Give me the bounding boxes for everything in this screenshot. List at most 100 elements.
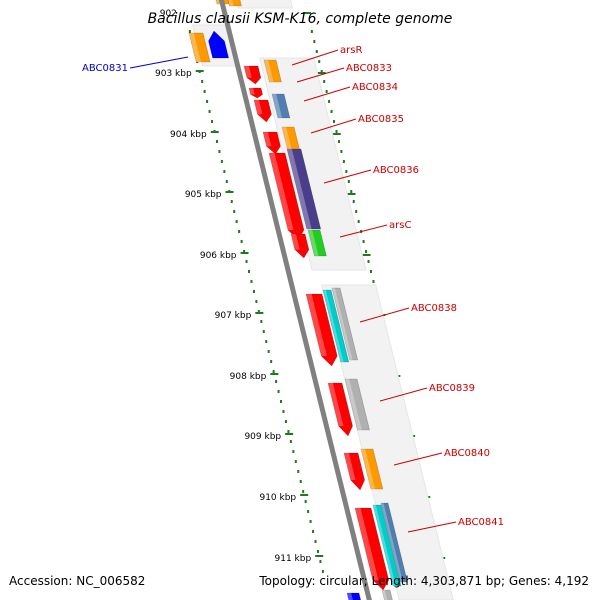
- gene-labels: arsR ABC0833 ABC0834 ABC0835 ABC0836 arsC ABC0…: [82, 45, 504, 533]
- kbp-label: 909 kbp: [244, 432, 281, 442]
- tick-dot: [233, 210, 236, 213]
- tick-dot: [243, 250, 246, 253]
- tick-dot: [369, 270, 372, 273]
- gene-leader-line: [296, 67, 345, 83]
- gene-green: [307, 229, 327, 257]
- tick-dot: [255, 300, 258, 303]
- tick-dot: [337, 140, 340, 143]
- kbp-label: 907 kbp: [215, 311, 252, 321]
- genome-backbone: [218, 0, 372, 600]
- feature-band: [321, 284, 454, 600]
- genome-title: Bacillus clausii KSM-K16, complete genom…: [148, 11, 453, 27]
- gene-leader-line: [393, 452, 443, 466]
- tick-dot: [362, 240, 365, 243]
- accession-text: Accession: NC_006582: [9, 574, 146, 588]
- tick-dot: [257, 310, 260, 313]
- tick-dot: [372, 280, 375, 283]
- gene-leader-line: [379, 387, 428, 402]
- gene-steel: [271, 93, 291, 119]
- feature-bands: [188, 0, 454, 600]
- gene-leader-line: [359, 307, 410, 323]
- tick-dot: [260, 320, 263, 323]
- tick-dot: [347, 180, 350, 183]
- tick-dot: [240, 240, 243, 243]
- tick-dot: [282, 410, 285, 413]
- tick-dot: [299, 480, 302, 483]
- gene-orf: [327, 382, 353, 437]
- gene-label[interactable]: ABC0838: [411, 303, 457, 314]
- tick-dot: [330, 110, 333, 113]
- tick-dot: [203, 90, 206, 93]
- tick-dot: [230, 200, 233, 203]
- tick-dot: [307, 510, 310, 513]
- tick-dot: [272, 370, 275, 373]
- gene-orf: [305, 293, 338, 367]
- gene-grey: [331, 287, 359, 361]
- tick-dot: [267, 350, 270, 353]
- gene-label[interactable]: ABC0833: [346, 63, 392, 74]
- tick-dot: [208, 110, 211, 113]
- gene-purple: [286, 148, 322, 230]
- tick-dot: [250, 280, 253, 283]
- gene-orange: [188, 32, 211, 63]
- tick-dot: [312, 530, 315, 533]
- tick-dot: [309, 520, 312, 523]
- kbp-label: 902: [160, 9, 177, 19]
- gene-grey: [381, 589, 393, 600]
- tick-dot: [319, 560, 322, 563]
- gene-label[interactable]: ABC0841: [458, 517, 504, 528]
- tick-dot: [188, 30, 191, 33]
- gene-leader-line: [407, 521, 457, 533]
- gene-label[interactable]: arsC: [389, 220, 411, 231]
- tick-dot: [215, 140, 218, 143]
- gene-label[interactable]: ABC0835: [358, 114, 404, 125]
- tick-dot: [277, 390, 280, 393]
- gene-orf: [243, 65, 262, 85]
- tick-dot: [225, 180, 228, 183]
- tick-dot: [323, 80, 326, 83]
- tick-dot: [218, 150, 221, 153]
- gene-label[interactable]: ABC0831: [82, 63, 128, 74]
- tick-dot: [289, 440, 292, 443]
- gene-label[interactable]: ABC0840: [444, 448, 490, 459]
- gene-orf: [290, 233, 310, 259]
- gene-orf: [343, 452, 365, 491]
- tick-dot: [292, 450, 295, 453]
- gene-leader-line: [291, 49, 339, 66]
- gene-leader-line: [323, 169, 372, 184]
- gene-leader-line: [339, 224, 388, 238]
- tick-dot: [223, 170, 226, 173]
- tick-dot: [220, 160, 223, 163]
- tick-dot: [252, 290, 255, 293]
- tick-dot: [318, 60, 321, 63]
- tick-dot: [262, 330, 265, 333]
- tick-dot: [352, 200, 355, 203]
- gene-label[interactable]: arsR: [340, 45, 362, 56]
- kbp-label: 904 kbp: [170, 130, 207, 140]
- gene-label[interactable]: ABC0834: [352, 82, 398, 93]
- tick-dot: [314, 540, 317, 543]
- gene-leader-line: [310, 118, 357, 134]
- tick-dot: [342, 160, 345, 163]
- feature-band: [235, 0, 294, 9]
- gene-cyan: [372, 504, 402, 587]
- tick-dot: [275, 380, 278, 383]
- tick-dot: [206, 100, 209, 103]
- kbp-label: 906 kbp: [200, 251, 237, 261]
- gene-label[interactable]: ABC0836: [373, 165, 419, 176]
- tick-dot: [313, 40, 316, 43]
- gene-orf: [262, 131, 281, 155]
- tick-dot: [357, 220, 360, 223]
- tick-dot: [294, 460, 297, 463]
- tick-dot: [247, 270, 250, 273]
- kbp-label: 911 kbp: [275, 554, 312, 564]
- tick-dot: [325, 90, 328, 93]
- tick-dot: [310, 30, 313, 33]
- gene-blue: [346, 592, 362, 600]
- tick-dot: [270, 360, 273, 363]
- gene-label[interactable]: ABC0839: [429, 383, 475, 394]
- tick-dot: [284, 420, 287, 423]
- tick-dot: [320, 70, 323, 73]
